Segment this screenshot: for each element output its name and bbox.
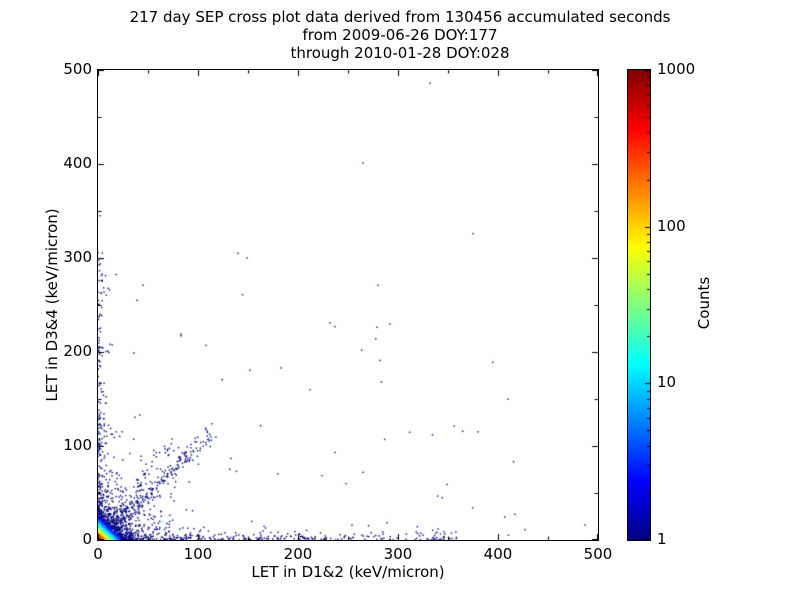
- y-axis-label: LET in D3&4 (keV/micron): [43, 208, 61, 402]
- chart-title-line-3: through 2010-01-28 DOY:028: [290, 44, 510, 62]
- colorbar-tick-label: 100: [657, 216, 686, 235]
- x-tick-label: 200: [283, 545, 313, 563]
- x-tick-label: 400: [483, 545, 513, 563]
- colorbar-label: Counts: [695, 276, 713, 330]
- colorbar-tick-label: 1: [657, 530, 667, 548]
- x-tick-label: 300: [383, 545, 413, 563]
- x-axis-label: LET in D1&2 (keV/micron): [251, 563, 445, 581]
- colorbar-canvas: [628, 70, 650, 540]
- x-tick-label: 500: [583, 545, 613, 563]
- y-tick-label: 400: [63, 154, 92, 172]
- x-tick-label: 0: [93, 545, 103, 563]
- plot-area: [97, 69, 599, 541]
- colorbar: [627, 69, 651, 541]
- chart-title-line-1: 217 day SEP cross plot data derived from…: [129, 8, 671, 26]
- y-tick-label: 0: [82, 530, 92, 548]
- y-tick-label: 300: [63, 248, 92, 266]
- y-tick-label: 500: [63, 60, 92, 78]
- x-tick-label: 100: [183, 545, 213, 563]
- y-tick-label: 200: [63, 342, 92, 360]
- y-tick-label: 100: [63, 436, 92, 454]
- scatter-canvas: [98, 70, 598, 540]
- colorbar-tick-label: 1000: [657, 60, 696, 78]
- colorbar-tick-label: 10: [657, 373, 677, 392]
- chart-title-line-2: from 2009-06-26 DOY:177: [302, 26, 498, 44]
